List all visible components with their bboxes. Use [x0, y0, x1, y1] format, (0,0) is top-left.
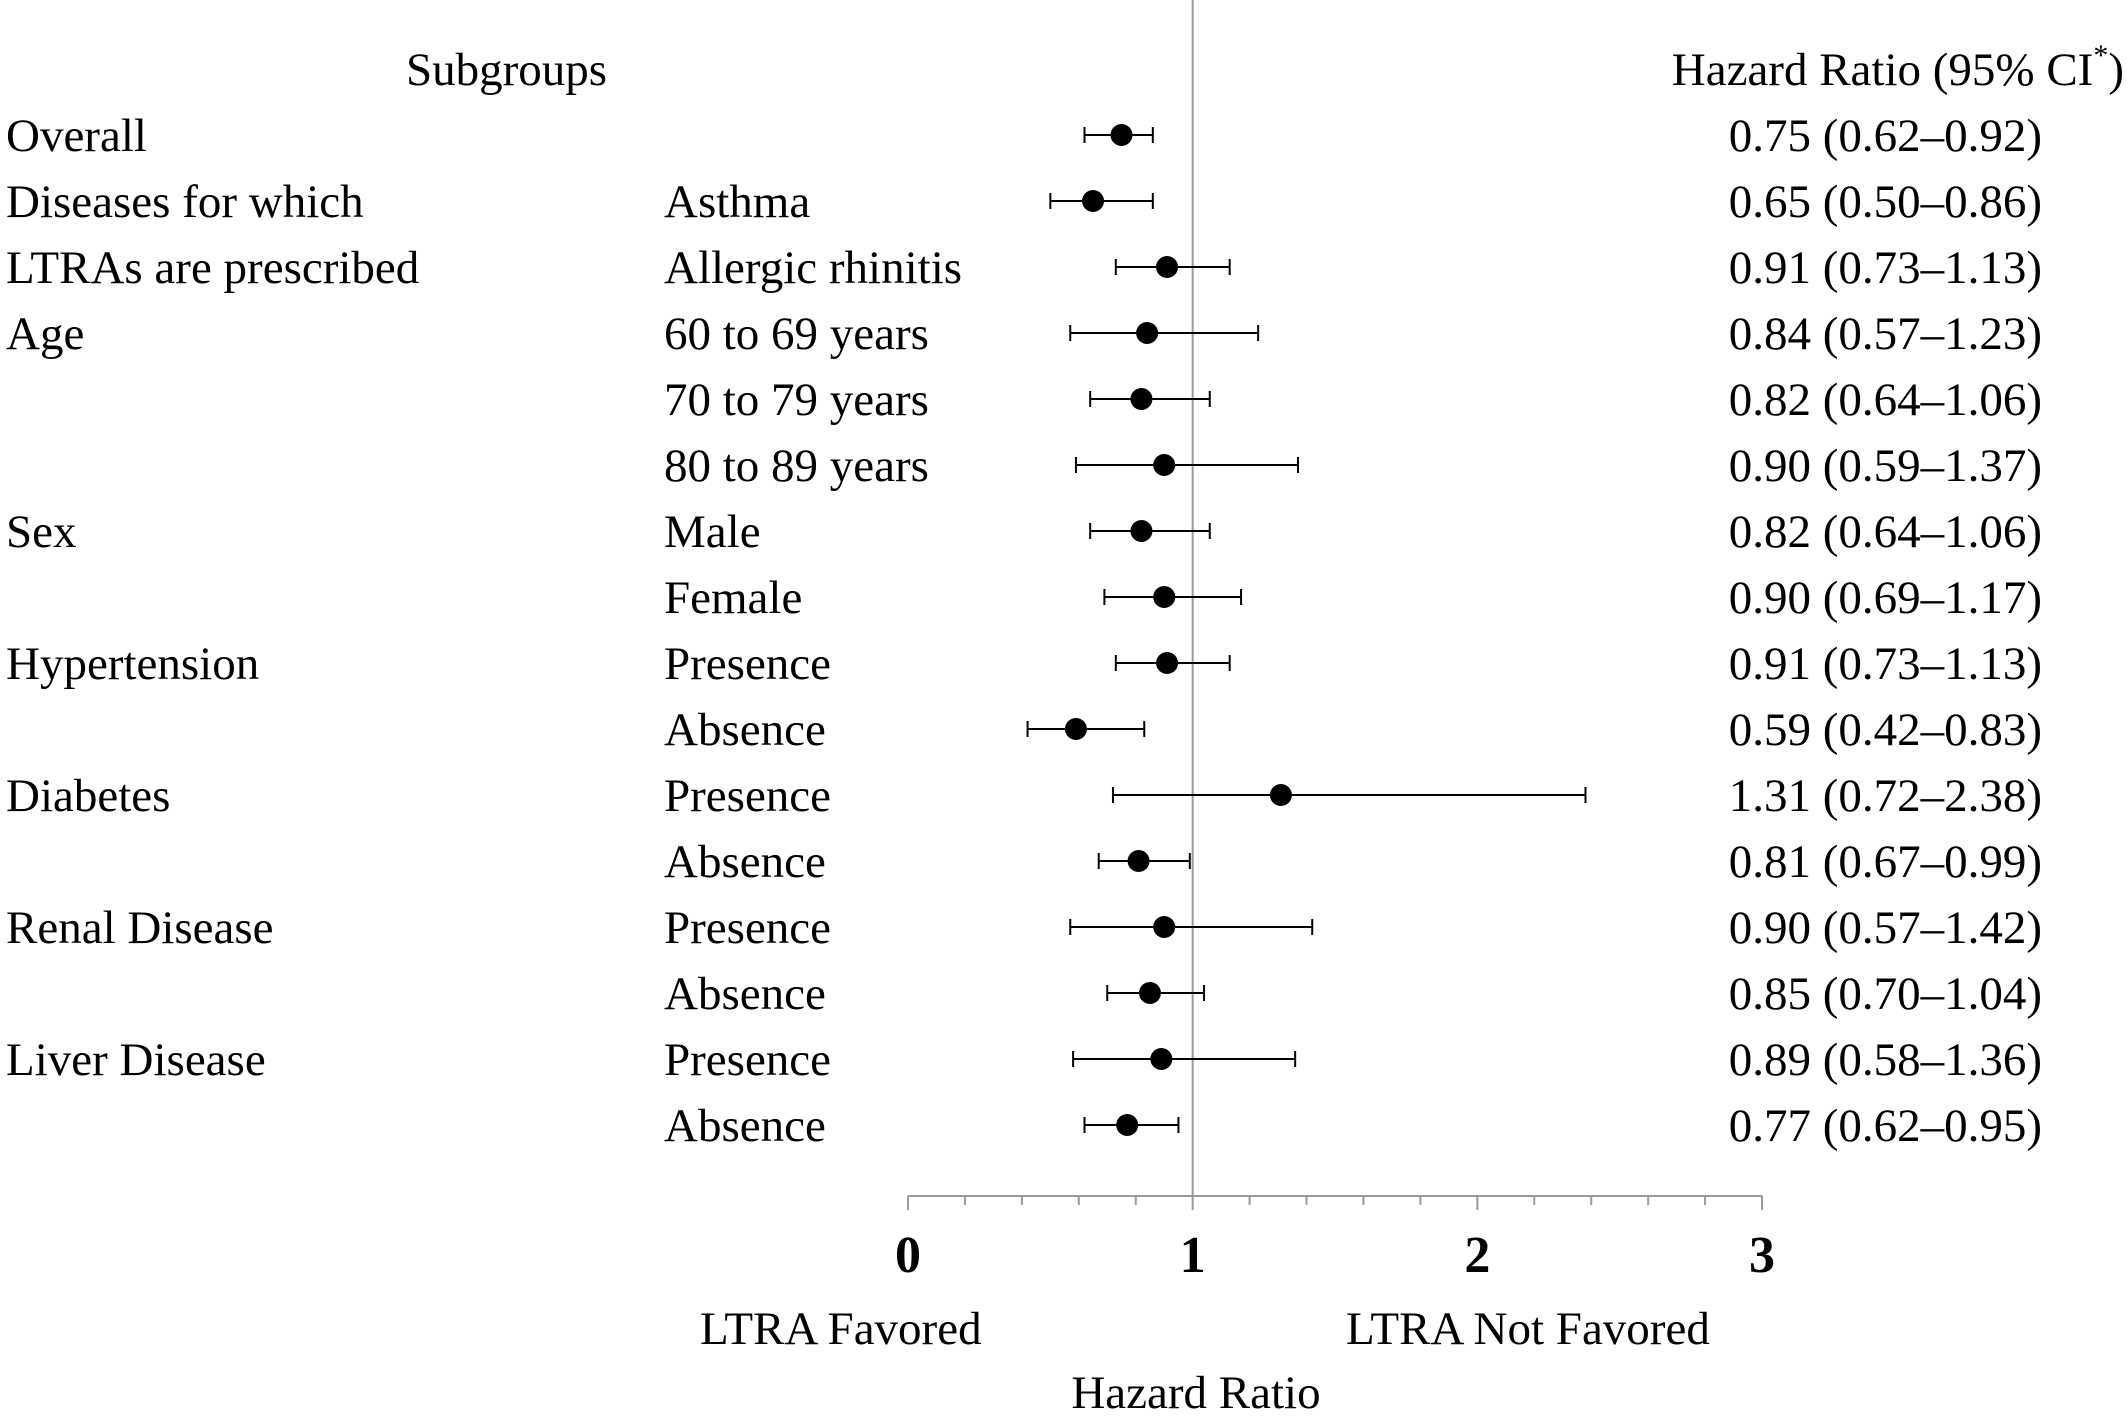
subgroup-label: Asthma	[664, 176, 810, 228]
hr-ci-value: 0.77 (0.62–0.95)	[1729, 1100, 2042, 1152]
group-label: Diabetes	[6, 770, 170, 822]
hazard-ratio-point	[1127, 850, 1150, 872]
hazard-ratio-point	[1110, 124, 1133, 146]
hazard-ratio-point	[1269, 784, 1292, 806]
not-favored-direction-label: LTRA Not Favored	[1346, 1303, 1710, 1355]
hazard-ratio-point	[1130, 520, 1153, 542]
subgroup-label: Male	[664, 506, 761, 558]
hazard-ratio-ci-header: Hazard Ratio (95% CI*)	[1672, 39, 2124, 96]
subgroup-label: 80 to 89 years	[664, 440, 929, 492]
hazard-ratio-header-text: Hazard Ratio (95% CI	[1672, 44, 2094, 96]
hr-ci-value: 0.59 (0.42–0.83)	[1729, 704, 2042, 756]
x-tick-label: 3	[1749, 1227, 1775, 1284]
hr-ci-value: 0.91 (0.73–1.13)	[1729, 242, 2042, 294]
hazard-ratio-header-close: )	[2108, 44, 2124, 96]
group-label: Sex	[6, 506, 77, 558]
hazard-ratio-point	[1153, 586, 1176, 608]
hr-ci-value: 0.89 (0.58–1.36)	[1729, 1034, 2042, 1086]
hazard-ratio-point	[1156, 256, 1179, 278]
group-label: Age	[6, 308, 84, 360]
group-label: Hypertension	[6, 638, 259, 690]
hazard-ratio-header-superscript: *	[2093, 39, 2108, 72]
hazard-ratio-point	[1150, 1048, 1173, 1070]
subgroup-label: Absence	[664, 968, 826, 1020]
hazard-ratio-point	[1136, 322, 1159, 344]
subgroup-label: Allergic rhinitis	[664, 242, 962, 294]
subgroups-header: Subgroups	[406, 44, 607, 96]
hr-ci-value: 0.82 (0.64–1.06)	[1729, 506, 2042, 558]
hr-ci-value: 0.90 (0.59–1.37)	[1729, 440, 2042, 492]
x-tick-label: 0	[895, 1227, 921, 1284]
subgroup-label: Presence	[664, 1034, 831, 1086]
hazard-ratio-point	[1116, 1114, 1139, 1136]
group-label: LTRAs are prescribed	[6, 242, 419, 294]
hr-ci-value: 0.90 (0.69–1.17)	[1729, 572, 2042, 624]
subgroup-label: Absence	[664, 836, 826, 888]
subgroup-label: Presence	[664, 638, 831, 690]
favored-direction-label: LTRA Favored	[700, 1303, 982, 1355]
x-axis: 0 1 2 3	[895, 0, 1775, 1284]
group-label: Renal Disease	[6, 902, 274, 954]
x-tick-label: 2	[1464, 1227, 1490, 1284]
hazard-ratio-point	[1153, 916, 1176, 938]
hazard-ratio-point	[1156, 652, 1179, 674]
subgroup-label: 60 to 69 years	[664, 308, 929, 360]
hazard-ratio-point	[1082, 190, 1105, 212]
hr-ci-value: 1.31 (0.72–2.38)	[1729, 770, 2042, 822]
subgroup-label: Absence	[664, 1100, 826, 1152]
hazard-ratio-point	[1138, 982, 1161, 1004]
hr-ci-value: 0.65 (0.50–0.86)	[1729, 176, 2042, 228]
hazard-ratio-point	[1064, 718, 1087, 740]
hr-ci-value: 0.85 (0.70–1.04)	[1729, 968, 2042, 1020]
hr-ci-value: 0.82 (0.64–1.06)	[1729, 374, 2042, 426]
hr-ci-value: 0.90 (0.57–1.42)	[1729, 902, 2042, 954]
x-axis-title: Hazard Ratio	[1071, 1367, 1320, 1416]
group-label: Liver Disease	[6, 1034, 266, 1086]
subgroup-label: 70 to 79 years	[664, 374, 929, 426]
hazard-ratio-point	[1153, 454, 1176, 476]
estimates	[1026, 124, 1587, 1136]
hazard-ratio-point	[1130, 388, 1153, 410]
plot-headers: Subgroups Hazard Ratio (95% CI*)	[406, 39, 2124, 96]
hr-ci-value: 0.91 (0.73–1.13)	[1729, 638, 2042, 690]
hr-ci-value: 0.81 (0.67–0.99)	[1729, 836, 2042, 888]
group-label: Overall	[6, 110, 147, 162]
hr-ci-value: 0.75 (0.62–0.92)	[1729, 110, 2042, 162]
subgroup-label: Presence	[664, 770, 831, 822]
subgroup-label: Female	[664, 572, 802, 624]
subgroup-label: Absence	[664, 704, 826, 756]
x-tick-label: 1	[1180, 1227, 1206, 1284]
hr-ci-value: 0.84 (0.57–1.23)	[1729, 308, 2042, 360]
subgroup-label: Presence	[664, 902, 831, 954]
group-label: Diseases for which	[6, 176, 364, 228]
row-labels: Overall 0.75 (0.62–0.92) Diseases for whic…	[6, 110, 2042, 1152]
